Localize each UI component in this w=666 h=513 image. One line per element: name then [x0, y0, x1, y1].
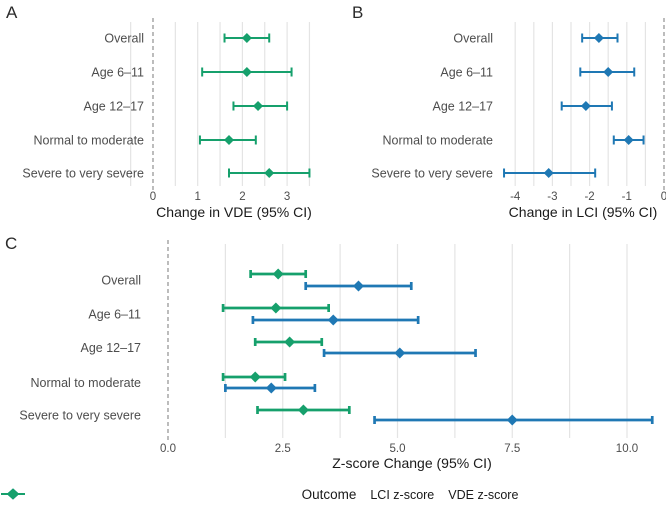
category-label: Severe to very severe: [22, 167, 144, 181]
category-label: Severe to very severe: [19, 409, 141, 423]
panel-c: C Overall Age 6–11 Age 12–17 Normal to mode…: [0, 230, 666, 475]
category-label: Overall: [101, 274, 141, 288]
estimate-diamond: [264, 168, 275, 178]
legend-title: Outcome: [301, 487, 357, 502]
estimate-diamond: [580, 101, 591, 111]
estimate-diamond: [506, 414, 518, 426]
panel-b: B Overall Age 6–11 Age 12–17 Normal to mode…: [333, 0, 666, 230]
panel-b-letter: B: [352, 3, 364, 22]
legend-item-label-lci: LCI z-score: [370, 487, 435, 502]
estimate-diamond: [241, 33, 252, 43]
estimate-diamond: [249, 371, 261, 383]
x-tick-label: 10.0: [616, 443, 638, 455]
estimate-diamond: [241, 67, 252, 77]
category-label: Severe to very severe: [371, 167, 493, 181]
legend: Outcome LCI z-score VDE z-score: [0, 487, 666, 502]
panel-b-plot: Overall Age 6–11 Age 12–17 Normal to modera…: [371, 18, 666, 220]
category-label: Normal to moderate: [31, 376, 142, 390]
x-axis-title: Z-score Change (95% CI): [332, 455, 492, 471]
category-label: Age 6–11: [88, 308, 141, 322]
panel-a: A Overall Age 6–11 Age 12–17 Normal to mode…: [0, 0, 333, 230]
x-tick-label: 5.0: [390, 443, 406, 455]
estimate-diamond: [394, 347, 406, 359]
estimate-diamond: [352, 280, 364, 292]
x-tick-label: -2: [584, 191, 594, 203]
estimate-diamond: [270, 302, 282, 314]
panel-a-letter: A: [6, 3, 18, 22]
estimate-diamond: [297, 404, 309, 416]
x-axis-title: Change in VDE (95% CI): [156, 204, 312, 220]
x-tick-label: -3: [547, 191, 557, 203]
legend-item-label-vde: VDE z-score: [448, 487, 519, 502]
category-label: Age 6–11: [91, 66, 144, 80]
category-label: Age 6–11: [440, 66, 493, 80]
estimate-diamond: [593, 33, 604, 43]
x-axis-title: Change in LCI (95% CI): [509, 204, 658, 220]
estimate-diamond: [327, 314, 339, 326]
estimate-diamond: [253, 101, 264, 111]
panel-c-letter: C: [5, 234, 18, 253]
vde-zscore-key-icon: [1, 488, 25, 500]
x-tick-label: 0: [661, 191, 666, 203]
category-label: Age 12–17: [433, 100, 494, 114]
x-tick-label: -4: [510, 191, 521, 203]
estimate-diamond: [603, 67, 614, 77]
x-tick-label: 2.5: [275, 443, 291, 455]
panel-c-plot: Overall Age 6–11 Age 12–17 Normal to modera…: [19, 240, 654, 471]
estimate-diamond: [543, 168, 554, 178]
x-tick-label: 0.0: [160, 443, 176, 455]
legend-item-lci-zscore: LCI z-score: [1, 487, 435, 502]
estimate-diamond: [623, 135, 634, 145]
category-label: Normal to moderate: [34, 134, 145, 148]
category-label: Overall: [453, 32, 493, 46]
estimate-diamond: [265, 382, 277, 394]
estimate-diamond: [223, 135, 234, 145]
x-tick-label: -1: [622, 191, 632, 203]
x-tick-label: 3: [284, 191, 290, 203]
category-label: Age 12–17: [81, 341, 142, 355]
x-tick-label: 0: [150, 191, 156, 203]
legend-item-vde-zscore: VDE z-score: [1, 487, 519, 502]
estimate-diamond: [284, 336, 296, 348]
category-label: Age 12–17: [84, 100, 145, 114]
category-label: Overall: [104, 32, 144, 46]
x-tick-label: 2: [239, 191, 245, 203]
category-label: Normal to moderate: [383, 134, 494, 148]
x-tick-label: 1: [194, 191, 200, 203]
estimate-diamond: [272, 268, 284, 280]
panel-a-plot: Overall Age 6–11 Age 12–17 Normal to modera…: [22, 18, 312, 220]
x-tick-label: 7.5: [504, 443, 520, 455]
